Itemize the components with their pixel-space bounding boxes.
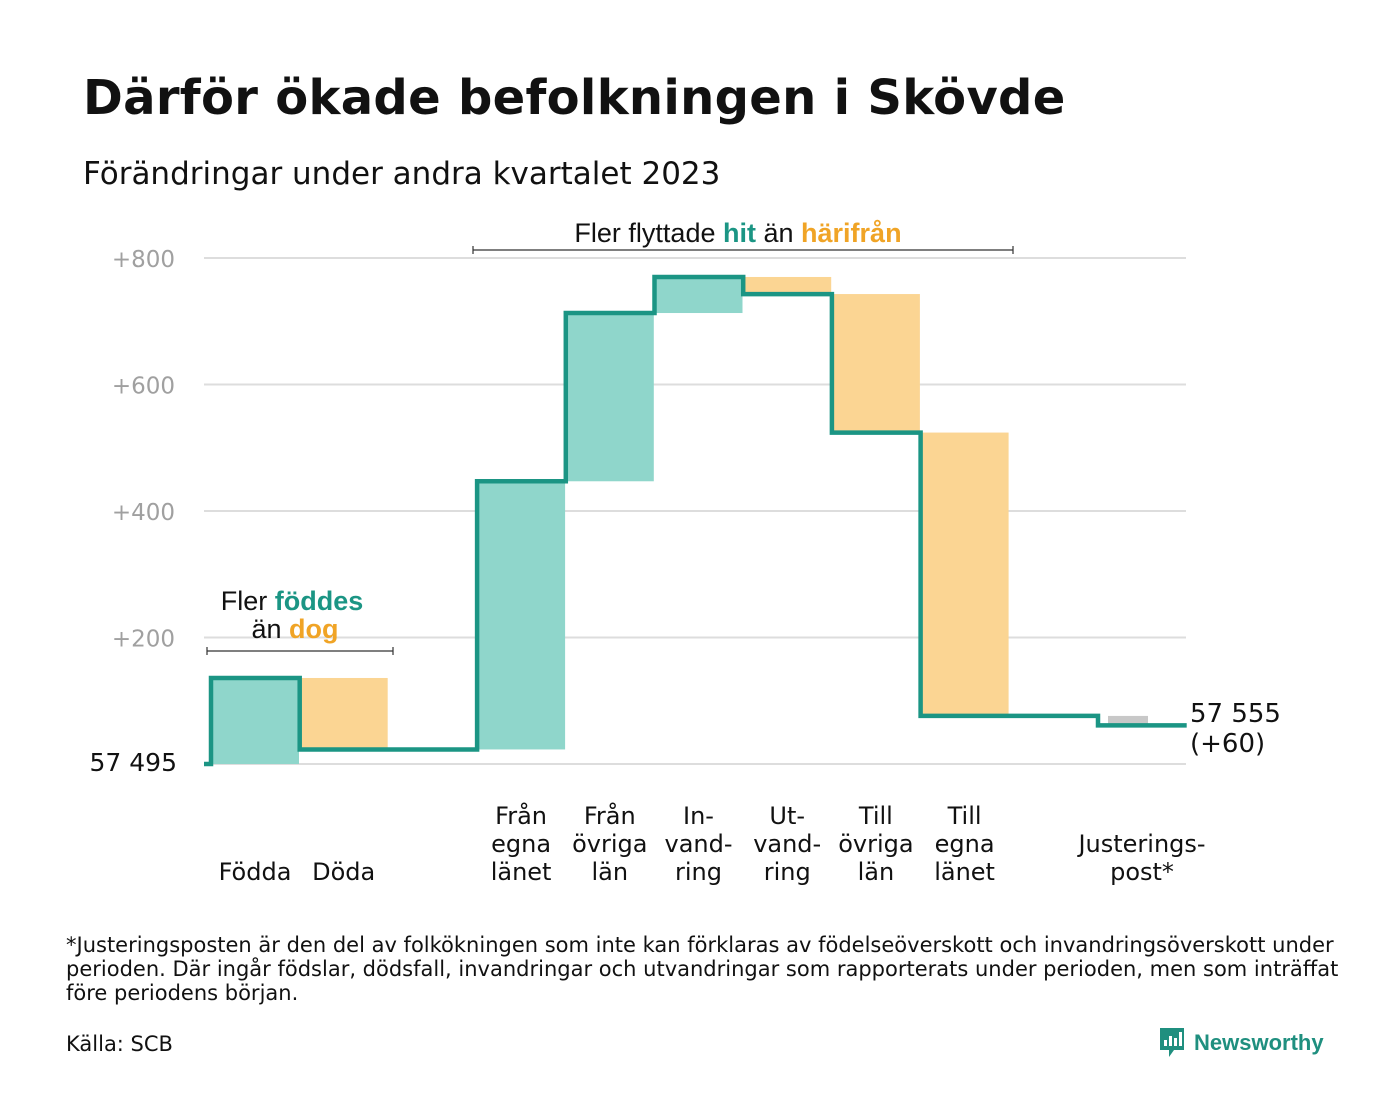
births-annotation-line1: Fler föddes [221,586,364,616]
chart-title: Därför ökade befolkningen i Skövde [83,70,1066,126]
category-label: ring [675,858,722,886]
category-label: Döda [312,858,375,886]
category-label: vand- [753,830,821,858]
grid-layer [204,257,1186,765]
category-label: Till [858,802,893,830]
category-label: egna [935,830,995,858]
category-label: In- [683,802,714,830]
brand-logo: Newsworthy [1158,1026,1324,1060]
bar-decrease [743,276,832,295]
y-tick-label: +200 [112,627,175,653]
bar-adjustment [1108,715,1148,726]
category-label: övriga [838,830,913,858]
base-population-label: 57 495 [90,748,177,777]
bar-decrease [299,677,388,750]
end-change-label: (+60) [1190,729,1265,759]
category-label: länet [491,858,552,886]
category-label: länet [934,858,995,886]
category-label: ring [764,858,811,886]
migration-annotation: Fler flyttade hit än härifrån [574,218,901,248]
category-label: län [858,858,895,886]
bar-decrease [831,294,920,433]
y-tick-label: +400 [112,500,175,526]
brand-name: Newsworthy [1194,1030,1324,1055]
newsworthy-logo-icon [1160,1028,1184,1057]
source-label: Källa: SCB [66,1032,173,1056]
category-label: egna [491,830,551,858]
chart-subtitle: Förändringar under andra kvartalet 2023 [83,156,721,192]
bar-layer [211,276,1148,764]
category-label: övriga [572,830,647,858]
category-label: Från [495,801,547,830]
category-label: Justerings- [1076,830,1205,858]
category-label: län [592,858,629,886]
category-label: Till [947,802,982,830]
cumulative-step-line [204,274,1187,767]
category-label: Från [584,801,636,830]
footnote: *Justeringsposten är den del av folkökni… [66,933,1339,1005]
bar-decrease [920,432,1009,716]
births-annotation-line2: än dog [251,614,338,644]
y-tick-label: +600 [112,374,175,400]
bar-increase [654,276,743,314]
end-population-label: 57 555 [1190,699,1281,729]
y-tick-label: +800 [112,247,175,273]
category-label: Födda [219,858,292,886]
bar-increase [211,677,299,764]
category-label: post* [1110,858,1174,886]
bar-increase [477,481,566,750]
bar-increase [565,313,654,482]
line-layer [204,274,1187,767]
category-label: vand- [664,830,732,858]
category-label: Ut- [769,802,805,830]
